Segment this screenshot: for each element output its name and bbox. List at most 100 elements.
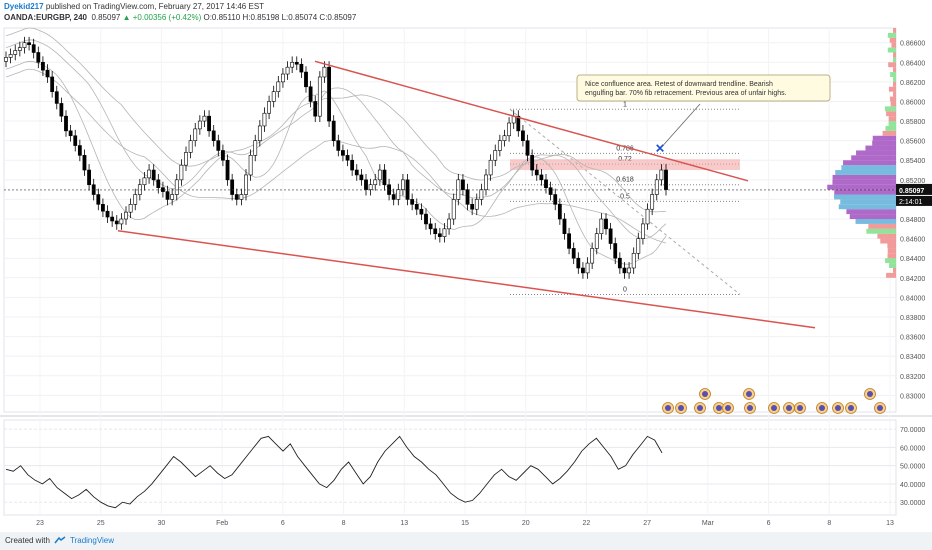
candle <box>231 180 234 195</box>
candle <box>69 131 72 136</box>
annotation-text: engulfing bar. 70% fib retracement. Prev… <box>585 90 787 97</box>
price-axis-label: 0.84400 <box>900 256 925 263</box>
fib-level-label: 1 <box>623 101 627 108</box>
time-axis-label: Mar <box>702 520 715 527</box>
volume-profile-bar <box>866 229 896 234</box>
tradingview-link[interactable]: TradingView <box>70 536 114 545</box>
volume-profile-bar <box>850 214 896 219</box>
candle <box>549 188 552 195</box>
candle <box>115 221 118 224</box>
candle <box>51 77 54 92</box>
volume-profile-bar <box>872 141 896 146</box>
price-axis-label: 0.86200 <box>900 80 925 87</box>
candle <box>74 136 77 146</box>
candle <box>9 54 12 57</box>
price-axis-label: 0.85800 <box>900 119 925 126</box>
candle <box>286 67 289 74</box>
candle <box>78 146 81 156</box>
price-axis-label: 0.84000 <box>900 295 925 302</box>
candle <box>23 43 26 48</box>
candle <box>235 195 238 200</box>
candle <box>531 155 534 170</box>
candle <box>309 87 312 102</box>
candle <box>660 170 663 180</box>
candle <box>226 160 229 180</box>
candle <box>392 195 395 200</box>
candle <box>494 150 497 160</box>
time-axis-label: 8 <box>342 520 346 527</box>
time-axis-label: 23 <box>36 520 44 527</box>
candle <box>32 45 35 53</box>
candle <box>55 92 58 104</box>
rsi-axis-label: 30.0000 <box>900 500 925 507</box>
candle <box>171 195 174 200</box>
candle <box>637 239 640 254</box>
event-flag-icon-inner <box>665 405 671 411</box>
candle <box>124 212 127 219</box>
candle <box>332 121 335 141</box>
volume-profile-bar <box>893 92 896 97</box>
volume-profile-bar <box>865 146 896 151</box>
annotation-callout <box>577 75 830 101</box>
candle <box>249 155 252 175</box>
candle <box>37 52 40 62</box>
candle <box>581 268 584 273</box>
candle <box>83 155 86 170</box>
candle <box>314 101 317 116</box>
candle <box>544 180 547 188</box>
candle <box>466 190 469 205</box>
price-axis-label: 0.86600 <box>900 41 925 48</box>
chart-canvas[interactable]: 0.86600 0.86400 0.86200 0.86000 0.85800 0.856… <box>0 0 932 532</box>
candle <box>18 48 21 51</box>
candle <box>484 175 487 190</box>
rsi-axis-label: 50.0000 <box>900 464 925 471</box>
volume-profile-bar <box>833 175 896 180</box>
candle <box>374 180 377 185</box>
candle <box>415 204 418 209</box>
candle <box>240 195 243 200</box>
fib-level-label: 0 <box>623 286 627 293</box>
volume-profile-bar <box>856 150 896 155</box>
candle <box>64 116 67 131</box>
candle <box>111 217 114 221</box>
volume-profile-bar <box>893 67 896 72</box>
candle <box>263 113 266 126</box>
rsi-axis-label: 60.0000 <box>900 445 925 452</box>
candle <box>434 229 437 234</box>
rsi-axis-label: 70.0000 <box>900 427 925 434</box>
volume-profile-bar <box>891 43 896 48</box>
candle <box>369 185 372 190</box>
candle <box>655 180 658 195</box>
candle <box>295 62 298 64</box>
candle <box>327 67 330 121</box>
volume-profile-bar <box>888 248 896 253</box>
volume-profile-bar <box>891 101 896 106</box>
candle <box>207 116 210 131</box>
candle <box>614 244 617 259</box>
event-flag-icon-inner <box>771 405 777 411</box>
candle <box>184 152 187 165</box>
candle <box>424 214 427 224</box>
volume-profile-bar <box>868 224 896 229</box>
candle <box>300 64 303 72</box>
candle <box>438 234 441 237</box>
candle <box>341 150 344 155</box>
volume-profile-bar <box>889 87 896 92</box>
time-axis-label: 15 <box>461 520 469 527</box>
candle <box>572 248 575 258</box>
candle <box>14 51 17 55</box>
price-axis-label: 0.84800 <box>900 217 925 224</box>
candle <box>521 131 524 141</box>
volume-profile-bar <box>889 116 896 121</box>
volume-profile-bar <box>846 209 896 214</box>
candle <box>498 141 501 151</box>
tradingview-logo-icon <box>54 536 66 544</box>
candle <box>101 204 104 211</box>
volume-profile-bar <box>840 199 896 204</box>
candle <box>351 160 354 170</box>
volume-profile-bar <box>893 28 896 33</box>
candle <box>526 141 529 156</box>
candle <box>189 141 192 153</box>
candle <box>272 92 275 102</box>
candle <box>420 209 423 214</box>
